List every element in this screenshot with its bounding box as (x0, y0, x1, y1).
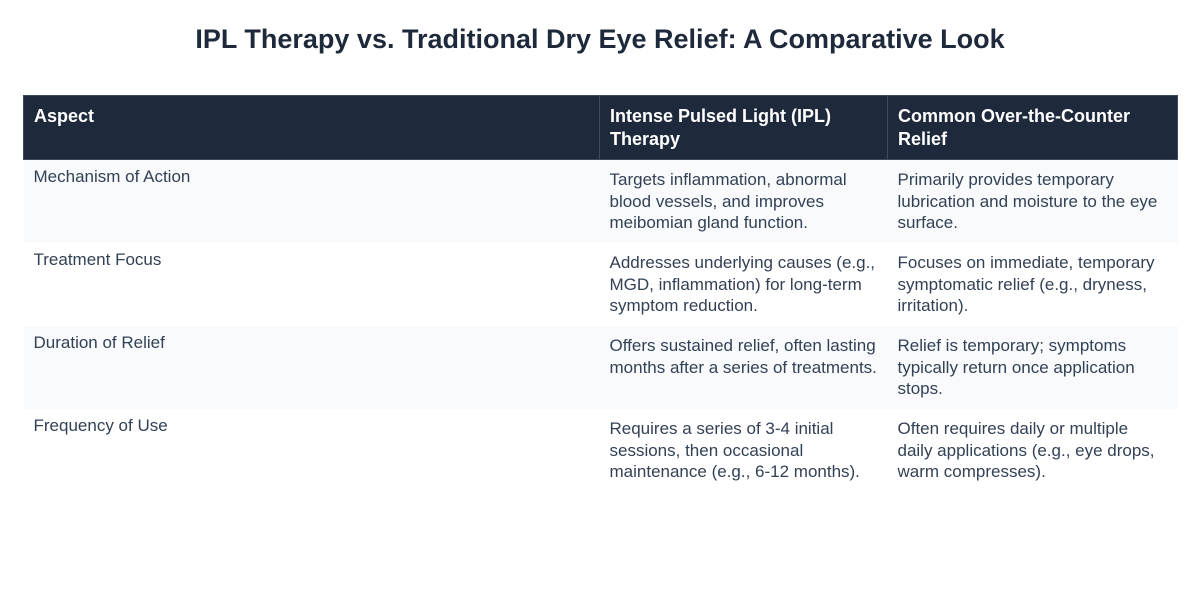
table-row: Duration of Relief Offers sustained reli… (23, 326, 1178, 409)
cell-aspect: Frequency of Use (33, 416, 168, 435)
header-otc: Common Over-the-Counter Relief (887, 95, 1178, 160)
header-ipl: Intense Pulsed Light (IPL) Therapy (599, 95, 888, 160)
cell-aspect: Mechanism of Action (23, 159, 600, 243)
cell-aspect: Treatment Focus (33, 250, 162, 269)
comparison-table: Aspect Intense Pulsed Light (IPL) Therap… (23, 95, 1178, 492)
cell-otc: Often requires daily or multiple daily a… (897, 419, 1155, 481)
cell-ipl: Requires a series of 3-4 initial session… (609, 419, 860, 481)
cell-ipl: Addresses underlying causes (e.g., MGD, … (609, 253, 876, 315)
table-row: Treatment Focus Addresses underlying cau… (24, 243, 1178, 326)
header-aspect: Aspect (23, 95, 600, 160)
cell-otc: Primarily provides temporary lubrication… (887, 159, 1178, 243)
cell-otc: Relief is temporary; symptoms typically … (887, 326, 1178, 409)
page-title: IPL Therapy vs. Traditional Dry Eye Reli… (195, 24, 1005, 54)
cell-ipl: Offers sustained relief, often lasting m… (599, 326, 888, 409)
cell-aspect: Duration of Relief (23, 326, 600, 409)
table-row: Mechanism of Action Targets inflammation… (23, 159, 1178, 243)
table-header-row: Aspect Intense Pulsed Light (IPL) Therap… (23, 95, 1178, 160)
cell-ipl: Targets inflammation, abnormal blood ves… (599, 159, 888, 243)
cell-otc: Focuses on immediate, temporary symptoma… (897, 253, 1155, 315)
table-row: Frequency of Use Requires a series of 3-… (24, 409, 1178, 492)
